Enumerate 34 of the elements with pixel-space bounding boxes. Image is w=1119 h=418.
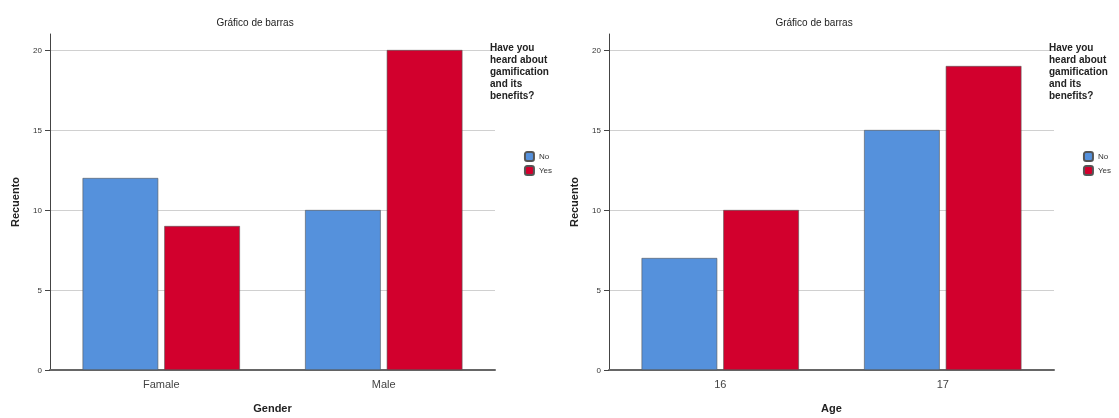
y-tick-label: 15 (592, 125, 602, 135)
y-tick-label: 5 (596, 285, 602, 295)
y-axis-title: Recuento (567, 176, 580, 228)
x-axis-title: Gender (253, 401, 293, 414)
bar (164, 226, 240, 370)
x-tick-label: Male (371, 377, 396, 390)
chart-title: Gráfico de barras (216, 16, 294, 28)
legend-label: Yes (1097, 166, 1112, 175)
legend-label: No (1097, 152, 1109, 161)
y-tick-label: 20 (592, 45, 602, 55)
y-axis-title: Recuento (8, 176, 21, 228)
x-tick-label: 16 (714, 377, 727, 390)
bar (386, 50, 463, 370)
bar (723, 210, 799, 370)
bar (82, 178, 159, 370)
y-tick-label: 15 (33, 125, 43, 135)
bar (864, 130, 940, 370)
y-tick-label: 0 (596, 365, 602, 375)
y-tick-label: 5 (37, 285, 43, 295)
legend-label: No (538, 152, 550, 161)
chart-title: Gráfico de barras (775, 16, 853, 28)
bar (305, 210, 381, 370)
y-tick-label: 10 (592, 205, 602, 215)
x-tick-label: 17 (936, 377, 949, 390)
x-tick-label: Famale (142, 377, 180, 390)
bar (641, 258, 718, 370)
legend-title: Have you heard about gamification and its benefits? (490, 41, 552, 101)
y-tick-label: 20 (33, 45, 43, 55)
y-tick-label: 10 (33, 205, 43, 215)
legend-label: Yes (538, 166, 553, 175)
legend-title: Have you heard about gamification and its benefits? (1049, 41, 1111, 101)
y-tick-label: 0 (37, 365, 43, 375)
x-axis-title: Age (821, 401, 842, 414)
bar (945, 66, 1022, 370)
